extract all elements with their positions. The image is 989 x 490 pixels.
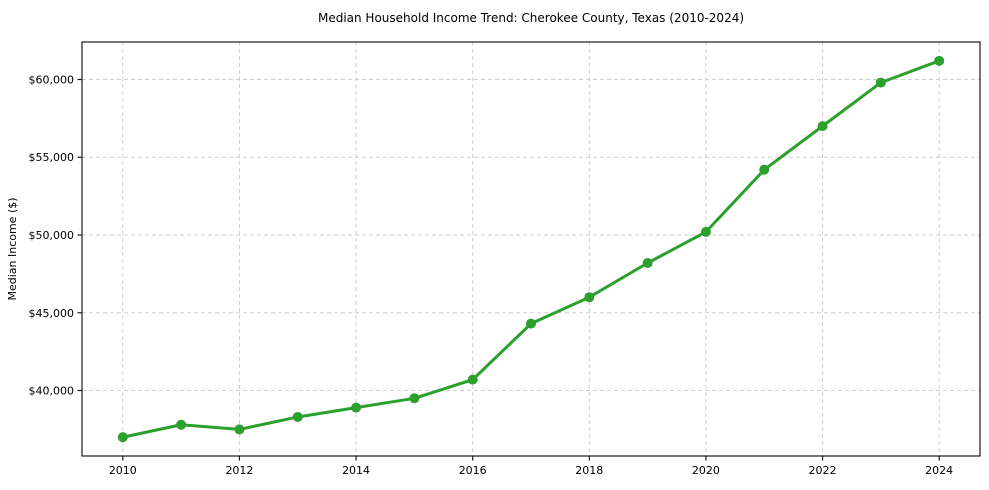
x-tick-label: 2018 (575, 464, 603, 477)
gridlines (82, 42, 980, 456)
data-point (292, 411, 303, 422)
data-point (642, 257, 653, 268)
data-point (934, 55, 945, 66)
data-point (117, 432, 128, 443)
y-tick-label: $40,000 (29, 385, 75, 398)
axis-ticks (77, 78, 940, 461)
data-point (700, 226, 711, 237)
axes-frame (81, 41, 981, 457)
x-tick-label: 2010 (109, 464, 137, 477)
data-point (584, 292, 595, 303)
income-trend-line (121, 59, 941, 439)
y-tick-label: $50,000 (29, 229, 75, 242)
data-point (234, 424, 245, 435)
data-point (817, 121, 828, 132)
data-series (117, 55, 945, 443)
x-tick-label: 2020 (692, 464, 720, 477)
data-point (467, 374, 478, 385)
data-point (176, 419, 187, 430)
x-tick-label: 2014 (342, 464, 370, 477)
data-point (409, 393, 420, 404)
y-tick-label: $45,000 (29, 307, 75, 320)
chart-title: Median Household Income Trend: Cherokee … (318, 11, 744, 25)
data-point (759, 164, 770, 175)
y-tick-label: $55,000 (29, 151, 75, 164)
y-tick-label: $60,000 (29, 73, 75, 86)
data-point (351, 402, 362, 413)
x-tick-label: 2016 (459, 464, 487, 477)
data-point (526, 318, 536, 329)
plot-frame (81, 41, 981, 457)
data-point (875, 77, 886, 88)
y-axis-label: Median Income ($) (6, 197, 19, 300)
x-tick-label: 2024 (925, 464, 953, 477)
x-tick-label: 2012 (225, 464, 253, 477)
x-tick-label: 2022 (809, 464, 837, 477)
axis-tick-labels: 2010 2012 2014 2016 2018 2020 2022 2024 $40,000 $… (29, 73, 954, 477)
